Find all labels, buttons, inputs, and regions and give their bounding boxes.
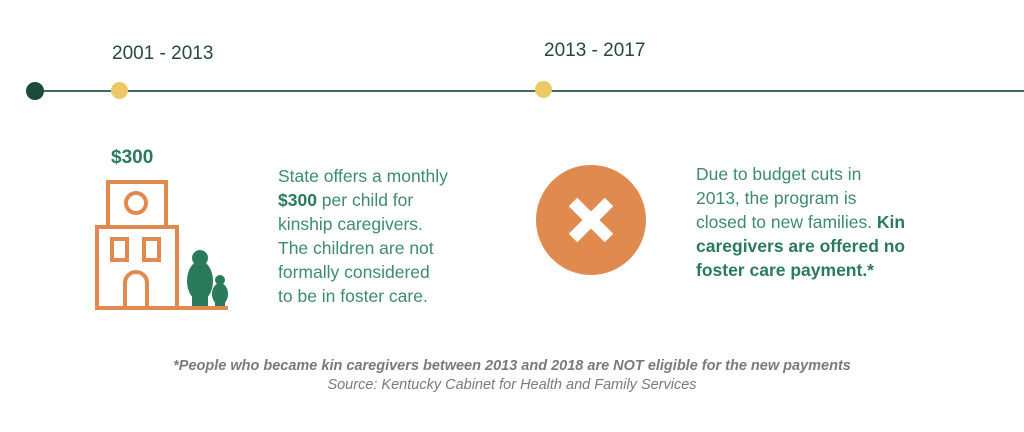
text-line: kinship caregivers.	[278, 212, 448, 236]
source-note: Source: Kentucky Cabinet for Health and …	[327, 377, 697, 393]
bold-amount: $300	[278, 190, 317, 210]
timeline-start-dot	[26, 82, 44, 100]
text-line: Due to budget cuts in	[696, 162, 905, 186]
text: 2013, the program is	[696, 188, 857, 208]
building-with-family-icon	[95, 180, 228, 310]
text-line: $300 per child for	[278, 188, 448, 212]
timeline-dot-2013	[535, 81, 552, 98]
right-description: Due to budget cuts in 2013, the program …	[696, 162, 905, 282]
footnote: *People who became kin caregivers betwee…	[173, 358, 851, 374]
timeline-dot-2001	[111, 82, 128, 99]
bold-text: Kin	[876, 212, 906, 232]
text: kinship caregivers.	[278, 214, 423, 234]
text-line: foster care payment.*	[696, 258, 905, 282]
text-line: closed to new families. Kin	[696, 210, 905, 234]
text: The children are not	[278, 238, 434, 258]
text-line: 2013, the program is	[696, 186, 905, 210]
period-label-2013-2017: 2013 - 2017	[544, 40, 646, 61]
close-x-icon	[536, 165, 646, 275]
text: State offers a monthly	[278, 166, 448, 186]
text-line: The children are not	[278, 236, 448, 260]
bold-text: caregivers are offered no	[696, 236, 906, 256]
left-description: State offers a monthly $300 per child fo…	[278, 164, 448, 308]
bold-text: foster care payment.*	[696, 260, 874, 280]
text: per child for	[316, 190, 414, 210]
text: to be in foster care.	[278, 286, 428, 306]
timeline-line	[34, 90, 1024, 92]
text-line: caregivers are offered no	[696, 234, 905, 258]
text-line: to be in foster care.	[278, 284, 448, 308]
text: Due to budget cuts in	[696, 164, 862, 184]
amount-label: $300	[111, 147, 154, 168]
text-line: State offers a monthly	[278, 164, 448, 188]
text: closed to new families.	[696, 212, 877, 232]
text-line: formally considered	[278, 260, 448, 284]
text: formally considered	[278, 262, 430, 282]
period-label-2001-2013: 2001 - 2013	[112, 43, 214, 64]
